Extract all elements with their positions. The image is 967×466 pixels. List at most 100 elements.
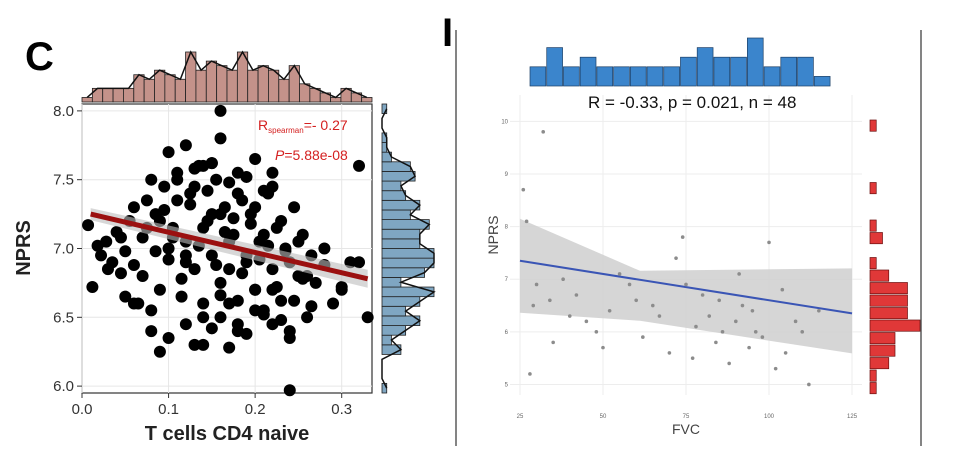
scatter-point (753, 330, 758, 334)
scatter-point (674, 256, 678, 260)
scatter-point (179, 139, 192, 152)
histogram-bar (579, 56, 597, 87)
histogram-bar (869, 382, 877, 395)
scatter-point (793, 319, 798, 324)
scatter-point (275, 294, 288, 307)
histogram-bar (226, 69, 238, 103)
histogram-bar (869, 369, 877, 382)
scatter-point (205, 322, 218, 335)
histogram-bar (563, 66, 580, 87)
scatter-point (353, 256, 366, 269)
scatter-point (127, 297, 140, 310)
scatter-point (214, 132, 227, 145)
scatter-point (205, 157, 218, 170)
scatter-point (205, 249, 218, 262)
scatter-point (292, 235, 305, 248)
scatter-point (521, 187, 526, 192)
scatter-point (361, 311, 374, 324)
scatter-point (119, 245, 132, 258)
scatter-point (717, 298, 722, 303)
scatter-point (127, 201, 140, 214)
scatter-point (266, 263, 279, 276)
scatter-point (231, 294, 244, 307)
scatter-point (561, 277, 565, 282)
scatter-point (714, 340, 718, 345)
scatter-point (136, 231, 149, 244)
scatter-point (100, 235, 113, 248)
scatter-point (214, 311, 227, 324)
scatter-point (240, 327, 253, 340)
scatter-point (780, 287, 785, 292)
scatter-point (567, 314, 572, 318)
regression-line-i (519, 259, 853, 315)
histogram-bar (381, 286, 435, 298)
scatter-point (288, 294, 301, 307)
scatter-point (86, 281, 99, 294)
scatter-point (283, 384, 296, 397)
scatter-point (275, 214, 288, 227)
scatter-point (188, 263, 201, 276)
scatter-point (680, 235, 685, 239)
scatter-point (257, 184, 270, 197)
scatter-point (353, 159, 366, 172)
scatter-point (750, 308, 755, 313)
scatter-point (800, 330, 805, 334)
spearman-r-annotation: Rspearman=- 0.27 (258, 117, 348, 135)
scatter-point (667, 351, 672, 355)
scatter-point (657, 314, 662, 318)
scatter-point (601, 345, 605, 350)
x-axis-title-i: FVC (672, 421, 700, 437)
panel-letter-i: I (442, 11, 453, 55)
scatter-point (807, 382, 811, 387)
scatter-point (534, 282, 539, 287)
histogram-bar (529, 66, 547, 87)
y-tick-label: 10 (501, 119, 508, 125)
x-axis-title-c: T cells CD4 naive (145, 423, 310, 445)
scatter-point (184, 198, 197, 211)
scatter-point (171, 173, 184, 186)
histogram-bar (381, 161, 411, 172)
scatter-point (634, 298, 638, 303)
scatter-point (114, 231, 127, 244)
scatter-point (114, 267, 127, 280)
x-tick-label: 0.3 (331, 401, 352, 418)
scatter-point (218, 225, 231, 238)
scatter-point (301, 311, 314, 324)
x-tick-label: 50 (600, 414, 607, 420)
histogram-bar (299, 83, 311, 103)
scatter-point (127, 259, 140, 272)
histogram-bar (780, 56, 797, 87)
y-tick-label: 6.0 (53, 378, 74, 395)
histogram-bar (869, 357, 890, 370)
scatter-point (707, 314, 712, 318)
scatter-point (257, 228, 270, 241)
scatter-point (747, 345, 751, 350)
scatter-point (145, 304, 158, 317)
scatter-point (214, 289, 227, 302)
histogram-bar (813, 76, 831, 87)
scatter-point (210, 173, 223, 186)
histogram-bar (797, 56, 814, 87)
scatter-point (236, 267, 249, 280)
histogram-bar (195, 69, 207, 103)
scatter-point (162, 242, 175, 255)
density-curve (381, 108, 436, 389)
top-marginal-histogram-i (529, 37, 831, 87)
scatter-point (309, 276, 322, 289)
histogram-bar (869, 332, 896, 345)
scatter-point (627, 282, 632, 287)
r-label: R (258, 117, 268, 133)
scatter-point (531, 303, 536, 308)
correlation-stats-annotation: R = -0.33, p = 0.021, n = 48 (588, 93, 796, 112)
scatter-point (162, 253, 175, 266)
scatter-point (214, 276, 227, 289)
histogram-bar (381, 325, 407, 336)
histogram-bar (869, 307, 908, 320)
histogram-bar (596, 66, 614, 87)
scatter-point (205, 208, 218, 221)
scatter-point (270, 281, 283, 294)
scatter-point (650, 303, 655, 308)
histogram-bar (205, 60, 218, 103)
plot-area-i (510, 95, 862, 395)
histogram-bar (381, 276, 402, 288)
